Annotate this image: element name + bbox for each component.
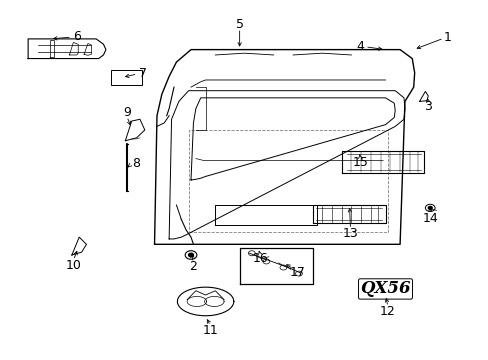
- Text: 7: 7: [139, 67, 147, 80]
- Text: 10: 10: [65, 258, 81, 271]
- Circle shape: [427, 206, 431, 209]
- FancyBboxPatch shape: [111, 70, 142, 85]
- Text: 1: 1: [443, 31, 451, 44]
- Text: 4: 4: [356, 40, 364, 53]
- Text: QX56: QX56: [360, 280, 410, 297]
- Text: 12: 12: [379, 305, 395, 318]
- Text: 8: 8: [132, 157, 140, 170]
- Text: 13: 13: [342, 227, 358, 240]
- Text: 17: 17: [289, 266, 305, 279]
- Text: 2: 2: [189, 260, 197, 273]
- Text: 16: 16: [252, 252, 267, 265]
- Text: 6: 6: [73, 30, 81, 43]
- Text: 14: 14: [422, 212, 437, 225]
- Text: 11: 11: [202, 324, 218, 337]
- Text: 15: 15: [351, 156, 367, 168]
- Text: 9: 9: [122, 105, 130, 119]
- Circle shape: [188, 253, 193, 257]
- Text: 3: 3: [424, 100, 431, 113]
- Text: 5: 5: [235, 18, 243, 31]
